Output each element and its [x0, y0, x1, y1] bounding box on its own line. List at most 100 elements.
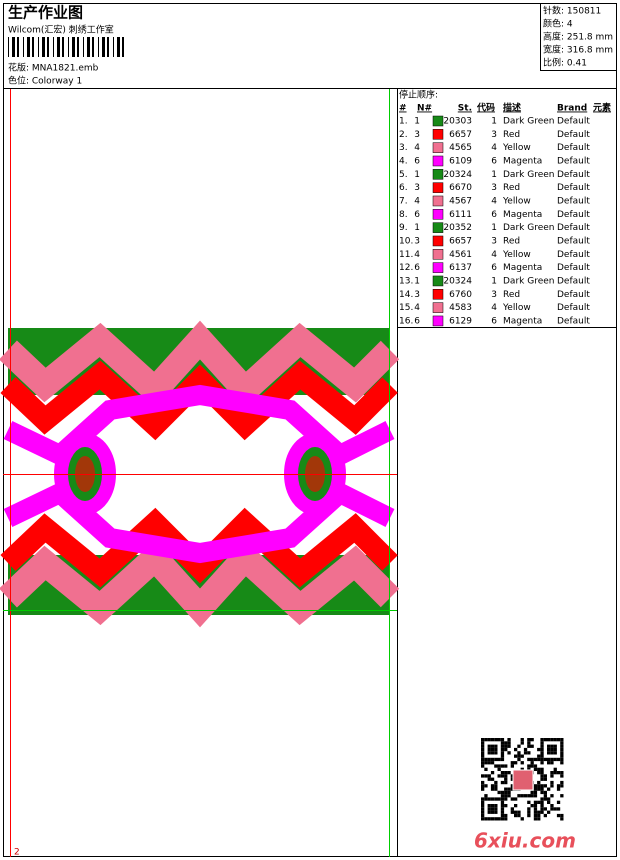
qr-module — [540, 771, 544, 775]
qr-module — [497, 797, 501, 801]
qr-module — [530, 790, 534, 795]
qr-module — [533, 784, 538, 788]
qr-module — [540, 787, 544, 791]
row-number: 7. — [399, 196, 408, 206]
qr-module — [560, 744, 564, 748]
needle: 1 — [414, 117, 420, 127]
needle: 6 — [414, 316, 420, 326]
qr-module — [537, 813, 541, 818]
qr-module — [494, 780, 498, 785]
qr-module — [560, 817, 564, 821]
qr-module — [484, 761, 488, 765]
qr-module — [504, 777, 508, 781]
qr-module — [481, 780, 485, 785]
qr-module — [553, 757, 557, 762]
qr-module — [514, 804, 518, 808]
qr-module — [487, 751, 491, 755]
description: Dark Green — [503, 276, 554, 286]
barcode-bar — [57, 37, 60, 57]
qr-module — [547, 744, 551, 748]
qr-module — [537, 784, 541, 788]
qr-module — [504, 771, 508, 775]
qr-module — [517, 754, 521, 758]
qr-module — [543, 738, 547, 742]
qr-module — [550, 807, 554, 811]
code: 4 — [491, 250, 497, 260]
row-number: 15. — [399, 303, 413, 313]
qr-module — [537, 754, 541, 758]
qr-logo — [512, 769, 534, 791]
qr-module — [560, 738, 564, 742]
qr-module — [543, 757, 547, 762]
color-swatch — [432, 262, 444, 273]
qr-module — [490, 777, 495, 781]
qr-module — [514, 813, 518, 818]
colorway: 色位: Colorway 1 — [8, 75, 82, 87]
info-line: 比例: 0.41 — [543, 57, 587, 69]
qr-module — [494, 797, 498, 801]
qr-module — [530, 764, 534, 768]
row-number: 9. — [399, 223, 408, 233]
qr-module — [527, 744, 531, 748]
qr-module — [527, 800, 531, 804]
qr-module — [540, 738, 544, 742]
qr-module — [500, 741, 505, 745]
qr-module — [504, 747, 508, 752]
qr-module — [550, 774, 554, 778]
qr-module — [517, 757, 521, 762]
qr-module — [550, 780, 554, 785]
qr-module — [484, 774, 488, 778]
qr-module — [500, 754, 505, 758]
column-header: St. — [458, 104, 472, 114]
description: Magenta — [503, 316, 542, 326]
row-number: 14. — [399, 290, 413, 300]
qr-module — [490, 761, 495, 765]
stitches: 20352 — [443, 223, 472, 233]
qr-module — [507, 744, 511, 748]
qr-module — [500, 780, 505, 785]
qr-module — [490, 797, 495, 801]
stop-sequence-table: # N# St. 代码 描述 Brand 元素1. 1 20303 1 Dark Green Defa… — [399, 102, 611, 327]
qr-module — [481, 774, 485, 778]
qr-module — [504, 774, 508, 778]
qr-module — [540, 777, 544, 781]
qr-module — [543, 784, 547, 788]
brand: Default — [557, 156, 590, 166]
stitches: 20324 — [443, 170, 472, 180]
qr-module — [533, 810, 538, 814]
qr-module — [517, 744, 521, 748]
barcode-bar — [17, 37, 19, 57]
qr-module — [560, 774, 564, 778]
needle: 3 — [414, 236, 420, 246]
stitches: 6111 — [449, 210, 472, 220]
stitches: 6760 — [449, 290, 472, 300]
qr-module — [547, 738, 551, 742]
column-header: 代码 — [476, 102, 495, 114]
needle: 4 — [414, 303, 420, 313]
qr-module — [533, 804, 538, 808]
qr-module — [514, 747, 518, 752]
qr-module — [481, 787, 485, 791]
qr-module — [490, 738, 495, 742]
qr-module — [537, 780, 541, 785]
qr-module — [547, 797, 551, 801]
needle: 3 — [414, 130, 420, 140]
qr-module — [514, 810, 518, 814]
qr-module — [490, 771, 495, 775]
barcode-bar — [87, 37, 90, 57]
qr-module — [553, 767, 557, 771]
qr-module — [530, 804, 534, 808]
code: 6 — [491, 316, 497, 326]
description: Magenta — [503, 156, 542, 166]
qr-module — [490, 817, 495, 821]
color-swatch — [432, 142, 444, 153]
barcode-bar — [23, 37, 24, 57]
info-line: 高度: 251.8 mm — [543, 31, 613, 43]
design-file: 花版: MNA1821.emb — [8, 62, 99, 74]
qr-module — [527, 764, 531, 768]
qr-module — [543, 797, 547, 801]
qr-module — [537, 747, 541, 752]
qr-module — [514, 761, 518, 765]
